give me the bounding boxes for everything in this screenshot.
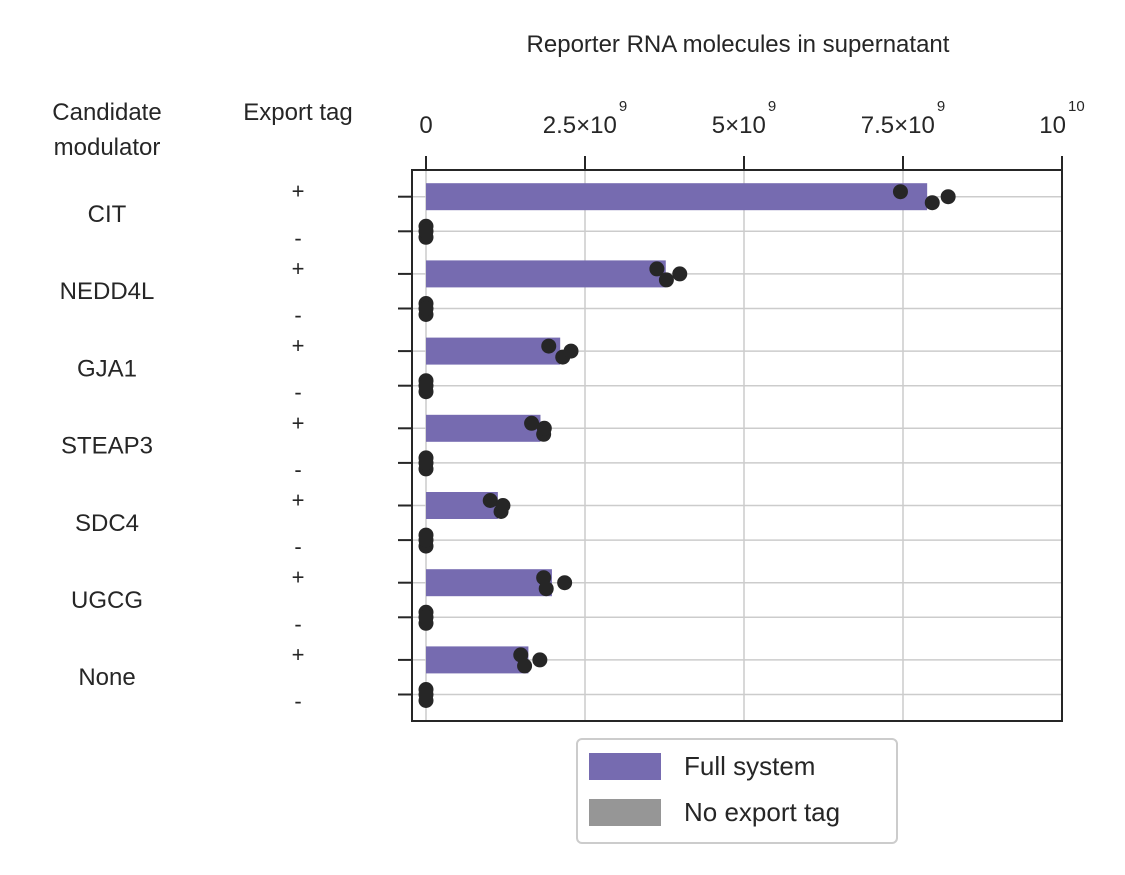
- header-modulator-line-2: modulator: [54, 134, 161, 161]
- x-tick-label: 1010: [1039, 98, 1084, 139]
- data-point-no-export-tag: [418, 223, 434, 239]
- data-point-full-system: [557, 575, 573, 591]
- x-tick-label: 5×109: [712, 98, 776, 139]
- x-tick-exponent: 9: [619, 98, 627, 115]
- export-tag-plus-label: +: [292, 333, 305, 358]
- data-point-full-system: [538, 581, 554, 597]
- data-point-full-system: [524, 415, 540, 431]
- export-tag-plus-label: +: [292, 256, 305, 281]
- modulator-label: NEDD4L: [60, 278, 155, 305]
- data-point-no-export-tag: [418, 609, 434, 625]
- data-point-full-system: [892, 184, 908, 200]
- data-point-full-system: [541, 338, 557, 354]
- modulator-label: CIT: [88, 201, 127, 228]
- data-point-full-system: [517, 658, 533, 674]
- export-tag-minus-label: -: [294, 225, 301, 250]
- modulator-label: None: [78, 664, 135, 691]
- export-tag-plus-label: +: [292, 565, 305, 590]
- export-tag-plus-label: +: [292, 410, 305, 435]
- header-modulator-line-1: Candidate: [52, 99, 161, 126]
- data-point-full-system: [532, 652, 548, 668]
- modulator-label: SDC4: [75, 510, 139, 537]
- legend-swatch: [589, 799, 661, 826]
- export-tag-minus-label: -: [294, 689, 301, 714]
- data-point-full-system: [563, 343, 579, 359]
- export-tag-minus-label: -: [294, 534, 301, 559]
- legend-swatch: [589, 753, 661, 780]
- header-export-tag: Export tag: [243, 99, 352, 126]
- x-tick-label: 2.5×109: [543, 98, 627, 139]
- x-tick-label: 0: [419, 112, 432, 139]
- bar-full-system: [426, 569, 552, 597]
- x-tick-exponent: 9: [768, 98, 776, 115]
- export-tag-plus-label: +: [292, 642, 305, 667]
- bars: [426, 183, 928, 674]
- legend-label: Full system: [684, 751, 815, 781]
- data-point-no-export-tag: [418, 455, 434, 471]
- data-point-no-export-tag: [418, 301, 434, 316]
- plot-frame: [411, 169, 1063, 722]
- x-tick-exponent: 9: [937, 98, 945, 115]
- bar-full-system: [426, 260, 666, 288]
- bar-full-system: [426, 183, 928, 211]
- data-point-full-system: [495, 498, 511, 513]
- data-point-full-system: [672, 266, 688, 282]
- export-tag-minus-label: -: [294, 611, 301, 636]
- legend: Full system No export tag: [576, 738, 898, 844]
- export-tag-plus-label: +: [292, 179, 305, 204]
- bar-full-system: [426, 414, 541, 442]
- row-labels: CIT + - NEDD4L + - GJA1 + - STEAP3 + - SDC4 + - UGCG + - N…: [60, 179, 305, 714]
- x-tick-exponent: 10: [1068, 98, 1085, 115]
- data-point-full-system: [649, 261, 665, 277]
- export-tag-minus-label: -: [294, 457, 301, 482]
- chart-title: Reporter RNA molecules in supernatant: [527, 31, 950, 58]
- data-point-no-export-tag: [418, 378, 434, 394]
- bar-full-system: [426, 646, 529, 674]
- modulator-label: UGCG: [71, 587, 143, 614]
- data-point-full-system: [536, 420, 552, 436]
- export-tag-minus-label: -: [294, 303, 301, 328]
- modulator-label: GJA1: [77, 355, 137, 382]
- data-points: [418, 184, 956, 708]
- data-point-no-export-tag: [418, 687, 434, 702]
- data-point-full-system: [940, 189, 956, 205]
- data-point-full-system: [658, 272, 674, 288]
- export-tag-minus-label: -: [294, 380, 301, 405]
- x-tick-label: 7.5×109: [861, 98, 945, 139]
- legend-label: No export tag: [684, 797, 840, 827]
- data-point-no-export-tag: [418, 532, 434, 548]
- modulator-label: STEAP3: [61, 433, 153, 460]
- grid: [412, 170, 1063, 721]
- data-point-full-system: [924, 195, 940, 211]
- data-point-full-system: [482, 493, 498, 508]
- bar-full-system: [426, 337, 561, 365]
- export-tag-plus-label: +: [292, 488, 305, 513]
